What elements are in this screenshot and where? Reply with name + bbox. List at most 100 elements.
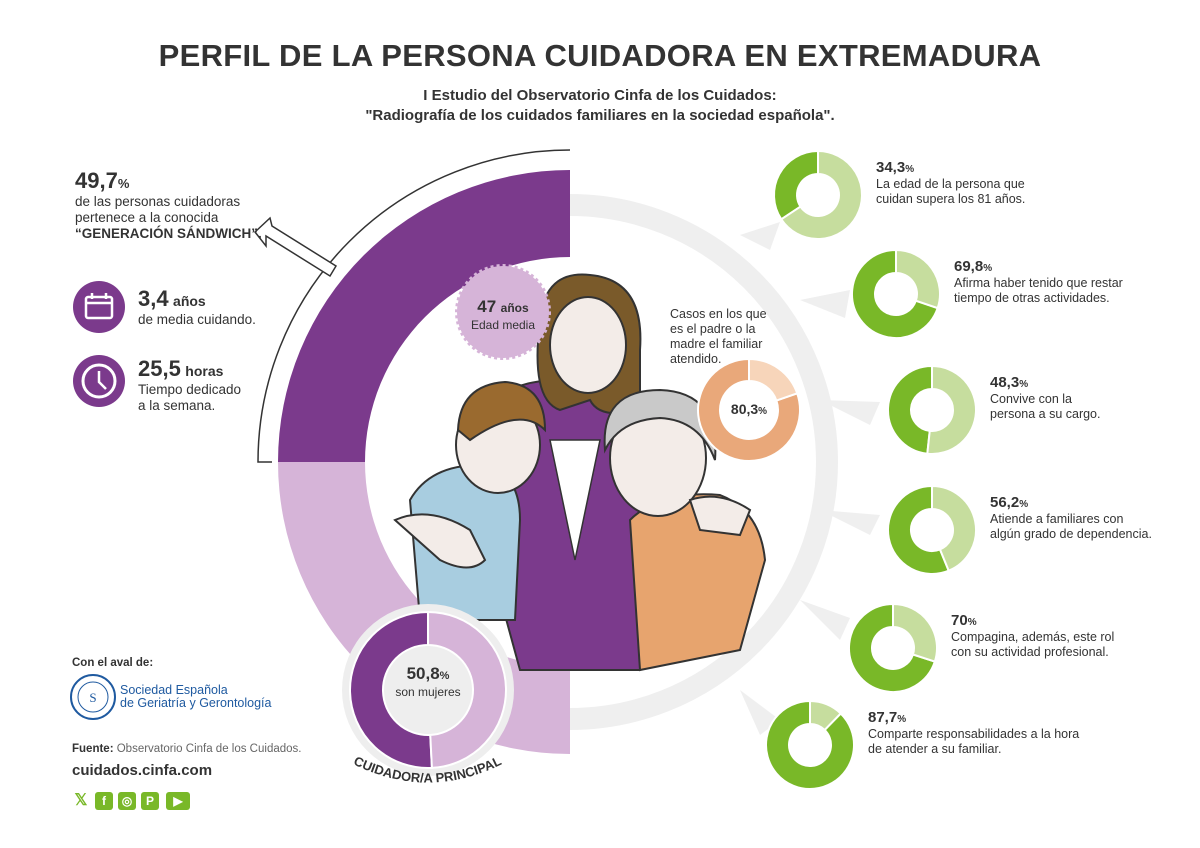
right-stat-4: 56,2% Atiende a familiares con algún grado… xyxy=(990,494,1152,542)
age-badge-seal xyxy=(455,264,551,360)
parent-case-value: 80,3% xyxy=(709,401,789,419)
text-line: atendido. xyxy=(670,352,722,366)
society-logo: S xyxy=(70,674,116,720)
society-line: de Geriatría y Gerontología xyxy=(120,696,272,710)
stat-unit: horas xyxy=(185,363,224,379)
stat-text: persona a su cargo. xyxy=(990,407,1101,421)
stat-value: 69,8 xyxy=(954,258,984,275)
stat-unit: % xyxy=(983,263,993,274)
stat-text: a la semana. xyxy=(138,398,216,413)
stat-value: 34,3 xyxy=(876,159,906,176)
hand-right xyxy=(688,495,752,537)
boy-hair xyxy=(456,380,547,442)
parent-case-donut-rest-slice xyxy=(748,357,799,402)
stat-text: de las personas cuidadoras xyxy=(75,194,241,209)
stat-donut-3-value-slice xyxy=(887,364,933,455)
stat-text: Comparte responsabilidades a la hora xyxy=(868,727,1080,741)
age-label: Edad media xyxy=(470,318,536,332)
right-stat-3: 48,3% Convive con la persona a su cargo. xyxy=(990,374,1101,422)
gray-connectors xyxy=(740,222,880,735)
stat-unit: % xyxy=(967,617,977,628)
text-line: Casos en los que xyxy=(670,307,767,321)
hours-stat: 25,5 horas Tiempo dedicado a la semana. xyxy=(138,356,241,414)
stat-value: 3,4 xyxy=(138,286,169,311)
stat-text: Convive con la xyxy=(990,392,1072,406)
stat-value: 48,3 xyxy=(990,374,1020,391)
stat-donut-4-value-slice xyxy=(887,484,951,575)
page-subtitle: I Estudio del Observatorio Cinfa de los … xyxy=(0,86,1200,126)
website-link[interactable]: cuidados.cinfa.com xyxy=(72,762,213,779)
stat-text: tiempo de otras actividades. xyxy=(954,291,1110,305)
text-line: madre el familiar xyxy=(670,337,763,351)
endorsed-label: Con el aval de: xyxy=(72,657,154,669)
stat-text: pertenece a la conocida xyxy=(75,210,219,225)
women-donut-value-slice xyxy=(349,610,433,769)
subtitle-line-1: I Estudio del Observatorio Cinfa de los … xyxy=(423,87,777,104)
stat-donut-4-rest-slice xyxy=(931,484,977,573)
donut-charts xyxy=(342,149,977,790)
right-stat-1: 34,3% La edad de la persona que cuidan sup… xyxy=(876,159,1025,207)
stat-value: 56,2 xyxy=(990,494,1020,511)
stat-unit: % xyxy=(897,714,907,725)
woman-shirt xyxy=(549,439,601,561)
stat-label: son mujeres xyxy=(395,685,461,699)
stat-unit: % xyxy=(117,176,130,191)
stat-donut-2-value-slice xyxy=(851,248,939,339)
svg-text:S: S xyxy=(89,690,96,705)
page-title: PERFIL DE LA PERSONA CUIDADORA EN EXTREM… xyxy=(158,38,1042,73)
sandwich-stat: 49,7% de las personas cuidadoras pertene… xyxy=(75,168,262,242)
stat-text: de media cuidando. xyxy=(138,312,256,327)
stat-text: con su actividad profesional. xyxy=(951,645,1109,659)
youtube-icon[interactable]: ▶ xyxy=(166,792,190,810)
source-text: Observatorio Cinfa de los Cuidados. xyxy=(116,743,302,755)
instagram-icon[interactable]: ◎ xyxy=(118,792,136,810)
stat-value: 25,5 xyxy=(138,356,181,381)
stat-unit: % xyxy=(439,670,450,682)
sandwich-arc-dark xyxy=(278,170,570,462)
parent-case-donut-value-slice xyxy=(697,357,801,462)
stat-unit: % xyxy=(758,406,768,417)
stat-text: Tiempo dedicado xyxy=(138,382,242,397)
source: Fuente: Observatorio Cinfa de los Cuidad… xyxy=(72,743,301,755)
stat-text: Afirma haber tenido que restar xyxy=(954,276,1123,290)
stat-value: 87,7 xyxy=(868,709,898,726)
stat-unit: % xyxy=(1019,499,1029,510)
women-stat: 50,8% son mujeres xyxy=(378,664,478,700)
stat-donut-1-rest-slice xyxy=(779,149,863,240)
facebook-icon[interactable]: f xyxy=(95,792,113,810)
society-line: Sociedad Española xyxy=(120,683,228,697)
calendar-icon xyxy=(73,281,125,333)
stat-donut-5-rest-slice xyxy=(892,602,938,663)
stat-text: algún grado de dependencia. xyxy=(990,527,1152,541)
family-illustration xyxy=(393,273,767,672)
stat-donut-6-rest-slice xyxy=(809,699,843,732)
stat-unit: % xyxy=(1019,379,1029,390)
sandwich-outline-arc xyxy=(257,149,571,463)
clock-icon xyxy=(73,355,125,407)
x-icon[interactable]: 𝕏 xyxy=(74,792,88,809)
right-stat-2: 69,8% Afirma haber tenido que restar tiemp… xyxy=(954,258,1123,306)
age-unit: años xyxy=(500,301,529,315)
stat-value: 50,8 xyxy=(406,664,440,683)
right-stat-5: 70% Compagina, además, este rol con su act… xyxy=(951,612,1114,660)
text-line: es el padre o la xyxy=(670,322,756,336)
stat-text: “GENERACIÓN SÁNDWICH”. xyxy=(75,226,262,241)
hand-left xyxy=(393,513,487,569)
age-badge: 47 años Edad media xyxy=(457,297,549,333)
parent-case-text: Casos en los que es el padre o la madre … xyxy=(670,307,767,367)
pinterest-icon[interactable]: P xyxy=(141,792,159,810)
society-name: Sociedad Española de Geriatría y Geronto… xyxy=(120,684,271,710)
stat-text: La edad de la persona que xyxy=(876,177,1025,191)
age-value: 47 xyxy=(477,297,497,316)
stat-unit: años xyxy=(173,293,206,309)
women-donut-rest-slice xyxy=(427,610,507,769)
years-stat: 3,4 años de media cuidando. xyxy=(138,286,256,328)
stat-value: 80,3 xyxy=(730,401,759,417)
stat-donut-1-value-slice xyxy=(773,149,819,221)
right-stat-6: 87,7% Comparte responsabilidades a la hor… xyxy=(868,709,1079,757)
arrow-icon xyxy=(253,216,338,278)
stat-donut-5-value-slice xyxy=(848,602,937,693)
stat-donut-3-rest-slice xyxy=(926,364,977,455)
stat-value: 70 xyxy=(951,612,968,629)
